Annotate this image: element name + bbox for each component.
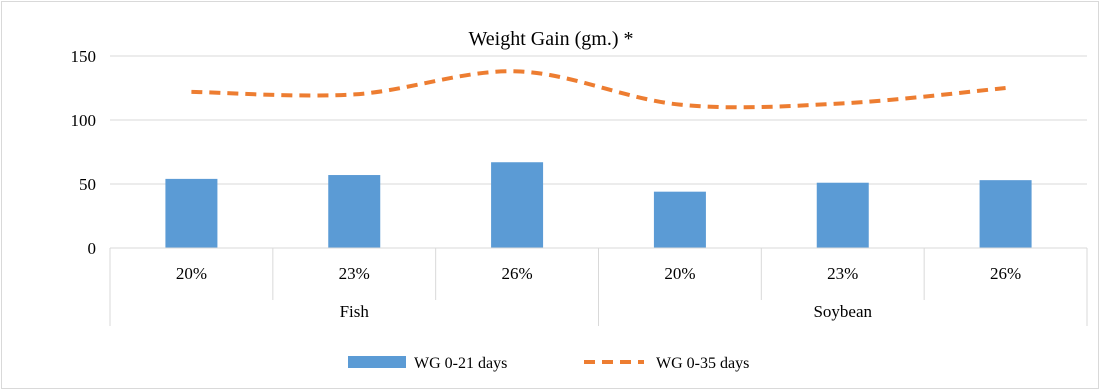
bar [653, 191, 706, 248]
x-tick-label: 20% [176, 264, 207, 283]
x-group-label: Soybean [813, 302, 872, 321]
legend: WG 0-21 days WG 0-35 days [348, 355, 749, 372]
bar [491, 162, 544, 248]
y-tick-label: 0 [88, 239, 97, 258]
x-tick-label: 20% [664, 264, 695, 283]
legend-swatch-bars [348, 356, 406, 368]
legend-label: WG 0-35 days [656, 355, 749, 372]
legend-label: WG 0-21 days [414, 355, 507, 372]
gridlines [110, 55, 1087, 185]
bar-series [165, 162, 1032, 248]
y-tick-label: 50 [79, 175, 96, 194]
x-group-label: Fish [340, 302, 370, 321]
y-tick-label: 100 [71, 111, 97, 130]
line-series [191, 69, 1006, 110]
y-axis: 0 50 100 150 [71, 47, 97, 258]
x-axis: 20% 23% 26% 20% 23% 26% Fish Soybean [109, 247, 1088, 326]
bar [328, 175, 381, 248]
x-tick-label: 23% [339, 264, 370, 283]
x-tick-label: 23% [827, 264, 858, 283]
line-path [191, 69, 1006, 110]
bar [165, 178, 218, 248]
bar [816, 182, 869, 248]
bar [979, 180, 1032, 248]
y-tick-label: 150 [71, 47, 97, 66]
chart-title: Weight Gain (gm.) * [468, 28, 633, 50]
x-tick-label: 26% [501, 264, 532, 283]
x-tick-label: 26% [990, 264, 1021, 283]
